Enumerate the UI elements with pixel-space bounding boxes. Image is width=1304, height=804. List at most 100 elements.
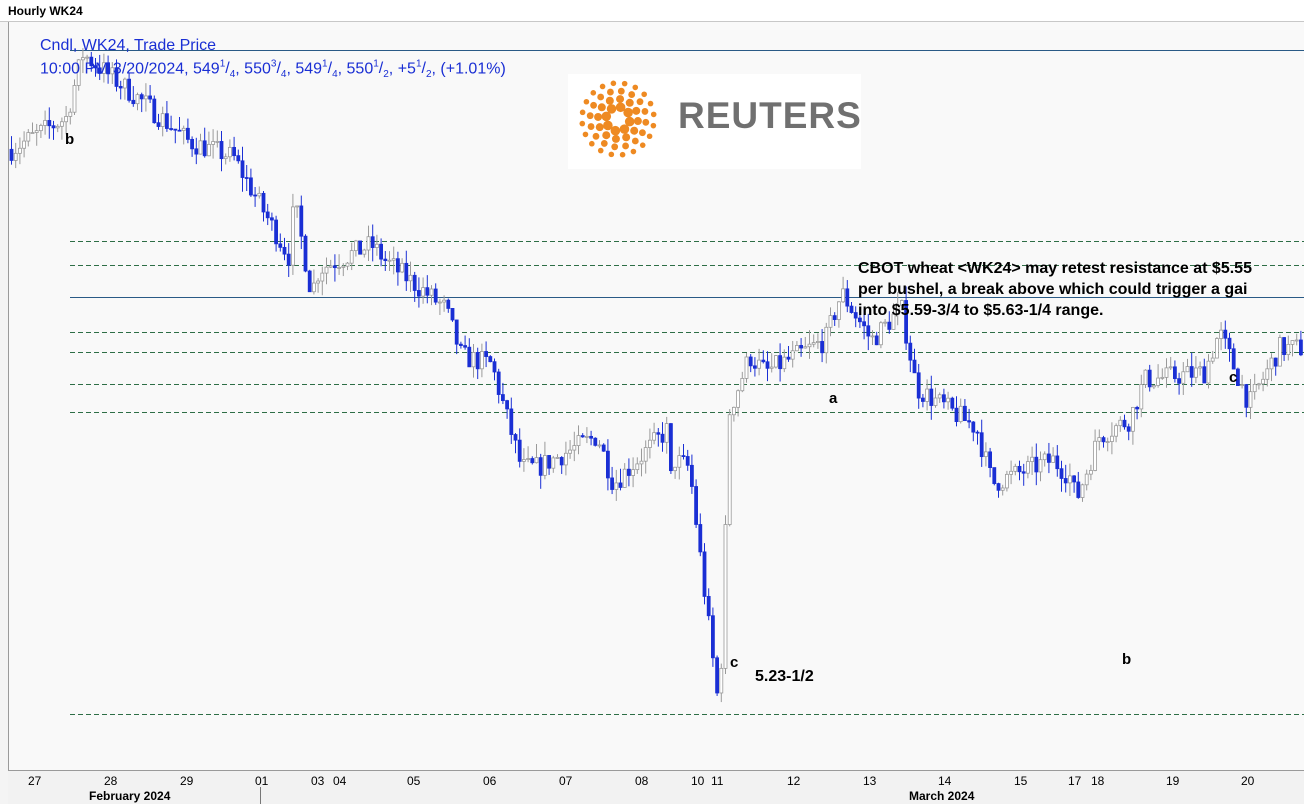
candle-body — [585, 435, 589, 438]
candle-body — [862, 321, 866, 327]
candle — [580, 433, 585, 438]
candle — [933, 387, 938, 408]
candle — [1047, 442, 1051, 474]
candle-body — [845, 288, 850, 307]
candle — [916, 363, 921, 409]
x-tick-label: 06 — [483, 774, 497, 788]
candle — [471, 343, 476, 378]
candle — [1278, 334, 1282, 367]
candle — [832, 312, 837, 326]
candle-body — [837, 301, 841, 320]
candle — [1126, 423, 1131, 441]
candle — [30, 122, 35, 134]
candle — [694, 479, 698, 528]
candle-body — [181, 127, 186, 131]
candle-body — [1265, 368, 1270, 380]
candle — [177, 116, 182, 132]
candle-body — [160, 113, 165, 127]
candle — [1202, 358, 1207, 384]
candle-body — [320, 272, 325, 282]
candle — [383, 250, 388, 271]
candle-body — [1236, 368, 1240, 386]
candle — [1051, 447, 1055, 463]
candle-body — [1215, 338, 1219, 359]
candle-body — [219, 141, 224, 160]
candle — [660, 422, 665, 452]
candle-body — [211, 141, 216, 145]
candle — [538, 453, 543, 489]
candle — [13, 142, 18, 169]
candle — [55, 124, 60, 133]
candle — [778, 343, 782, 382]
candle-body — [774, 355, 778, 368]
candle-body — [366, 236, 371, 251]
candle — [106, 55, 110, 84]
candle — [1063, 464, 1068, 493]
candle-body — [1051, 455, 1055, 463]
candle — [366, 225, 371, 261]
candle-body — [748, 356, 753, 367]
candle-body — [984, 451, 988, 458]
candle — [526, 446, 530, 463]
candle-body — [967, 420, 971, 423]
candle — [429, 285, 434, 306]
candle — [320, 266, 325, 296]
candle — [467, 338, 472, 368]
candle — [395, 251, 400, 286]
candle — [891, 303, 896, 330]
candle-body — [543, 455, 547, 476]
candle — [753, 357, 757, 377]
candle — [555, 454, 560, 459]
candle-body — [1231, 348, 1236, 370]
candle — [227, 139, 232, 162]
candle-body — [156, 122, 161, 127]
candle-body — [244, 177, 249, 179]
candle — [786, 346, 791, 362]
candle-body — [89, 56, 94, 67]
candle-body — [1068, 475, 1072, 484]
candle — [522, 448, 526, 472]
candle-body — [601, 444, 606, 452]
x-axis[interactable]: 27 28 29 01 03 04 05 06 07 08 10 11 12 13 14 15 17 18 19 20… — [8, 770, 1304, 804]
candle-body — [1164, 367, 1169, 378]
candle-body — [509, 408, 514, 435]
month-label-march: March 2024 — [909, 789, 975, 803]
candle-body — [992, 467, 997, 484]
candle — [160, 106, 165, 137]
candle — [1009, 460, 1013, 485]
candle-body — [971, 421, 976, 433]
candle-body — [488, 356, 493, 363]
candle-body — [1063, 478, 1068, 484]
candle-body — [387, 259, 392, 262]
candle-body — [450, 308, 455, 321]
candle-body — [358, 240, 363, 255]
candle-body — [866, 325, 871, 337]
candle — [118, 80, 123, 100]
candle — [723, 515, 728, 674]
candle — [500, 382, 505, 405]
legend-change: +51/2 — [397, 59, 432, 81]
candle-body — [547, 455, 551, 469]
candle — [463, 335, 468, 350]
candle — [807, 330, 812, 359]
candle-body — [879, 322, 883, 346]
candle-body — [723, 524, 728, 669]
candle-body — [988, 451, 992, 468]
candle-body — [551, 457, 556, 469]
candle — [782, 349, 787, 373]
candle-body — [26, 132, 31, 142]
candle-body — [55, 125, 60, 129]
candle — [1248, 378, 1253, 420]
month-separator — [260, 787, 261, 804]
candle — [185, 118, 190, 144]
candle-body — [1286, 343, 1291, 355]
candle-body — [152, 98, 157, 124]
candle — [198, 133, 203, 155]
candle-body — [1290, 340, 1295, 345]
candle-body — [963, 405, 967, 422]
candle-body — [1030, 456, 1034, 462]
candle — [454, 319, 459, 355]
candle — [324, 257, 329, 285]
candle — [1257, 382, 1261, 390]
